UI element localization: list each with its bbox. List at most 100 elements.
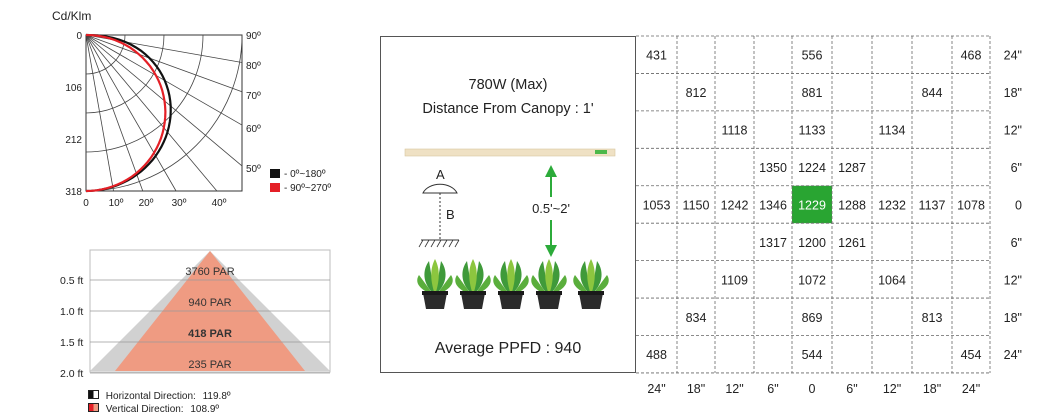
ppfd-value: 468 <box>961 49 982 63</box>
polar-angle-tick: 80º <box>246 61 261 72</box>
ppfd-value: 1346 <box>759 198 787 212</box>
ppfd-x-label: 24" <box>962 382 980 396</box>
plant-icon <box>417 259 453 309</box>
ppfd-value: 1287 <box>838 161 866 175</box>
cone-distance-label: 0.5 ft <box>60 275 83 287</box>
polar-ring <box>85 34 243 192</box>
ppfd-x-label: 12" <box>725 382 743 396</box>
average-ppfd-label: Average PPFD : 940 <box>434 340 582 357</box>
polar-x-tick: 10º <box>109 198 124 209</box>
polar-radial-tick: 0 <box>76 31 82 42</box>
polar-curves <box>85 33 172 193</box>
horizontal-direction-value: 119.8º <box>202 391 231 402</box>
arrow-up-icon <box>545 165 557 177</box>
ppfd-x-label: 6" <box>846 382 857 396</box>
polar-spoke <box>85 34 177 192</box>
ppfd-value: 1288 <box>838 198 866 212</box>
ppfd-value: 812 <box>686 86 707 100</box>
polar-radial-tick: 212 <box>65 135 82 146</box>
ppfd-y-label: 0 <box>1015 198 1022 212</box>
cone-par-value: 418 PAR <box>188 328 232 340</box>
ppfd-value: 881 <box>802 86 823 100</box>
polar-angle-tick: 60º <box>246 124 261 135</box>
horizontal-direction-label: Horizontal Direction: <box>105 391 196 402</box>
ppfd-value: 1150 <box>683 198 710 212</box>
plants-row <box>417 259 609 309</box>
cone-distance-label: 2.0 ft <box>60 368 83 380</box>
horizontal-swatch <box>88 390 99 399</box>
ppfd-value: 488 <box>646 348 667 362</box>
ppfd-value: 834 <box>686 311 707 325</box>
symbol-a-label: A <box>436 167 445 182</box>
cone-distance-label: 1.5 ft <box>60 337 83 349</box>
polar-angle-tick: 50º <box>246 164 261 175</box>
ppfd-x-label: 24" <box>647 382 665 396</box>
light-bar <box>404 148 616 157</box>
ppfd-grid-cells <box>792 185 832 224</box>
polar-x-tick: 20º <box>139 198 154 209</box>
ppfd-value: 1261 <box>838 236 866 250</box>
ppfd-y-label: 18" <box>1004 311 1022 325</box>
plant-icon <box>493 259 529 309</box>
ppfd-y-label: 24" <box>1004 348 1022 362</box>
polar-angle-tick: 90º <box>246 31 261 42</box>
ppfd-value: 544 <box>802 348 823 362</box>
ppfd-value: 869 <box>802 311 823 325</box>
polar-radial-tick: 106 <box>65 83 82 94</box>
cone-legend-horizontal: Horizontal Direction: 119.8º <box>88 390 231 403</box>
ppfd-grid-y-labels: 24" 18" 12" 6" 0 6" 12" 18" 24" <box>1004 49 1022 363</box>
ppfd-grid-x-labels: 24" 18" 12" 6" 0 6" 12" 18" 24" <box>647 382 980 396</box>
polar-ring <box>85 34 204 153</box>
cone-par-value: 235 PAR <box>188 359 231 371</box>
ppfd-value: 1118 <box>722 124 748 138</box>
ppfd-value: 1229 <box>798 198 826 212</box>
ppfd-grid-lines <box>636 35 991 374</box>
cone-legend: Horizontal Direction: 119.8º Vertical Di… <box>88 390 231 416</box>
ppfd-value: 1053 <box>643 198 671 212</box>
vertical-direction-label: Vertical Direction: <box>105 404 184 415</box>
symbol-b-label: B <box>446 207 455 222</box>
light-bar-led-icon <box>595 150 607 154</box>
ppfd-value: 1134 <box>879 124 906 138</box>
polar-ylabel: Cd/Klm <box>52 9 91 23</box>
ppfd-x-label: 6" <box>767 382 778 396</box>
cone-par-value: 940 PAR <box>188 297 231 309</box>
legend-label-vertical: - 90º~270º <box>284 183 331 194</box>
polar-radial-tick: 318 <box>65 187 82 198</box>
polar-x-tick: 0 <box>83 198 89 209</box>
vertical-direction-value: 108.9º <box>190 404 220 415</box>
legend-label-horizontal: - 0º~180º <box>284 169 326 180</box>
ppfd-value: 556 <box>802 49 823 63</box>
distance-label: Distance From Canopy : 1' <box>422 101 594 117</box>
range-label: 0.5'~2' <box>532 201 570 216</box>
ppfd-value: 1137 <box>919 198 946 212</box>
power-label: 780W (Max) <box>468 77 548 93</box>
ppfd-y-label: 24" <box>1004 49 1022 63</box>
ground-hatch-icon <box>418 239 460 248</box>
plant-icon <box>455 259 491 309</box>
ppfd-value: 454 <box>961 348 982 362</box>
arrow-down-icon <box>545 245 557 257</box>
polar-spoke <box>85 34 144 192</box>
cone-rows: 0.5 ft 3760 PAR 1.0 ft 940 PAR 1.5 ft 418 PAR… <box>60 266 330 380</box>
ppfd-value: 431 <box>646 49 667 63</box>
ppfd-value: 1317 <box>759 236 787 250</box>
cone-legend-vertical: Vertical Direction: 108.9º <box>88 403 231 416</box>
cone-distance-label: 1.0 ft <box>60 306 83 318</box>
ppfd-value: 1350 <box>759 161 787 175</box>
setup-panel: 780W (Max) Distance From Canopy : 1' A B… <box>380 36 636 373</box>
polar-spoke <box>85 34 114 192</box>
ppfd-value: 1224 <box>798 161 826 175</box>
polar-series-vertical <box>85 33 167 193</box>
polar-angle-tick: 70º <box>246 91 261 102</box>
ppfd-y-label: 12" <box>1004 273 1022 287</box>
ppfd-y-label: 18" <box>1004 86 1022 100</box>
ppfd-value: 1072 <box>798 273 826 287</box>
ppfd-value: 1232 <box>878 198 906 212</box>
legend-swatch-vertical <box>270 183 280 192</box>
polar-spoke <box>85 34 243 93</box>
ppfd-x-label: 18" <box>687 382 705 396</box>
